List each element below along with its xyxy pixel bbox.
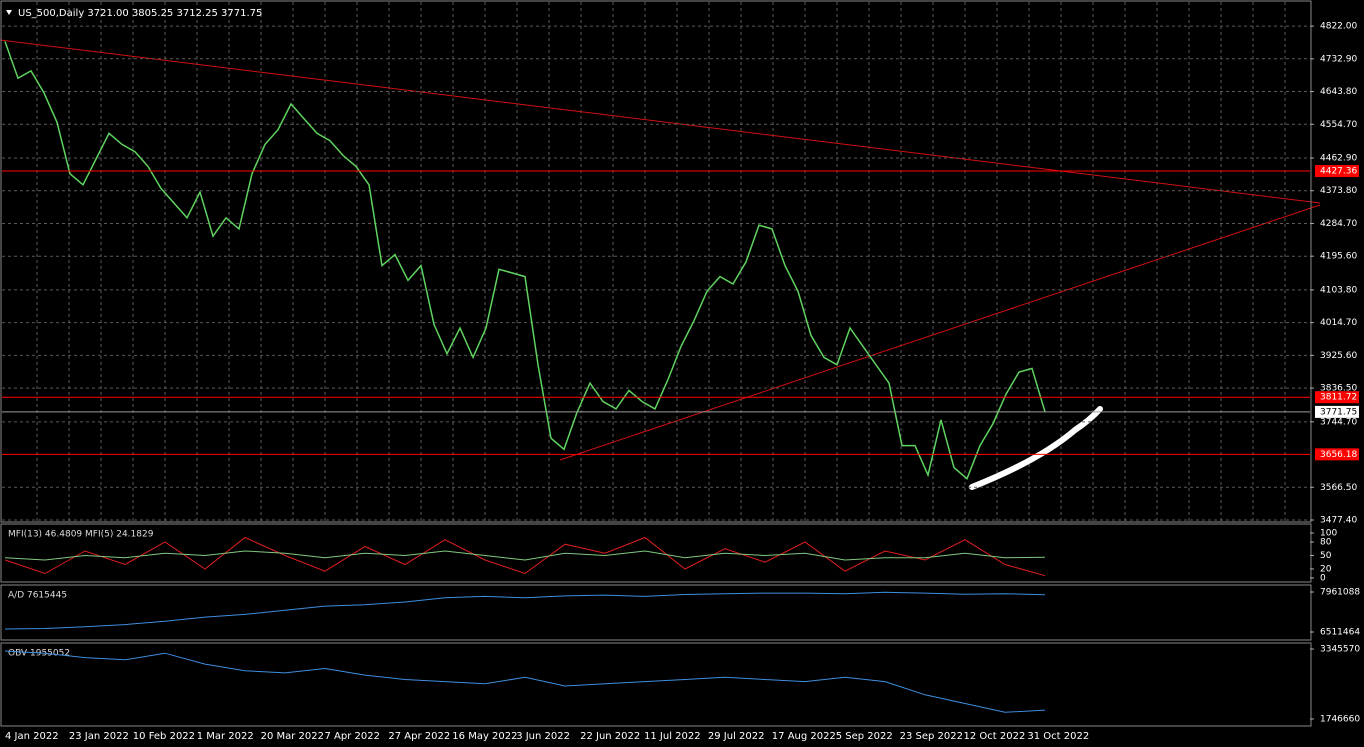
date-label: 22 Jun 2022	[580, 731, 640, 742]
date-label: 20 Mar 2022	[261, 731, 324, 742]
date-label: 29 Jul 2022	[708, 731, 765, 742]
indicator-label: OBV 1955052	[8, 649, 70, 659]
date-label: 1 Mar 2022	[197, 731, 254, 742]
price-tick-label: 50	[1320, 551, 1332, 561]
level-tag	[1315, 448, 1359, 461]
price-tick-label: 80	[1320, 537, 1332, 547]
trend-line	[559, 204, 1321, 461]
price-tick-label: 4014.70	[1320, 318, 1357, 328]
header-arrow	[6, 10, 12, 15]
level-label: 4427.36	[1320, 167, 1357, 177]
price-tick-label: 100	[1320, 528, 1337, 538]
level-label: 3656.18	[1320, 450, 1357, 460]
price-tick-label: 4554.70	[1320, 120, 1357, 130]
date-label: 11 Jul 2022	[644, 731, 701, 742]
price-tick-label: 3477.40	[1320, 516, 1357, 526]
price-tick-label: 4822.00	[1320, 22, 1357, 32]
date-label: 3 Jun 2022	[516, 731, 570, 742]
trend-line	[0, 39, 1321, 204]
level-tag	[1315, 391, 1359, 404]
price-tick-label: 0	[1320, 573, 1326, 583]
level-tag	[1315, 165, 1359, 178]
price-line	[4, 536, 1046, 577]
panel-frame	[0, 0, 1312, 523]
panel-frame	[0, 642, 1312, 727]
panel-frame	[0, 523, 1312, 583]
price-line	[4, 591, 1046, 630]
last-price-label: 3771.75	[1320, 407, 1357, 417]
indicator-label: MFI(13) 46.4809 MFI(5) 24.1829	[8, 530, 154, 540]
price-line	[4, 41, 1046, 480]
price-tick-label: 4732.90	[1320, 54, 1357, 64]
date-label: 23 Jan 2022	[69, 731, 129, 742]
price-line	[4, 550, 1046, 561]
price-tick-label: 20	[1320, 564, 1332, 574]
price-tick-label: 4373.80	[1320, 186, 1357, 196]
level-label: 3811.72	[1320, 393, 1357, 403]
price-tick-label: 3566.50	[1320, 483, 1357, 493]
date-label: 7 Apr 2022	[325, 731, 380, 742]
date-label: 31 Oct 2022	[1027, 731, 1089, 742]
price-tick-label: 4103.80	[1320, 285, 1357, 295]
panel-frame	[0, 584, 1312, 641]
price-tick-label: 4284.70	[1320, 219, 1357, 229]
vertical-grid	[36, 2, 1286, 522]
price-tick-label: 3744.70	[1320, 417, 1357, 427]
price-tick-label: 4462.90	[1320, 153, 1357, 163]
price-line	[4, 650, 1046, 713]
date-label: 16 May 2022	[452, 731, 517, 742]
date-label: 17 Aug 2022	[772, 731, 836, 742]
date-label: 10 Feb 2022	[133, 731, 195, 742]
price-tick-label: 3345570	[1320, 645, 1360, 655]
price-tick-label: 3925.60	[1320, 351, 1357, 361]
price-tick-label: 1746660	[1320, 715, 1360, 725]
price-tick-label: 3836.50	[1320, 384, 1357, 394]
indicator-label: A/D 7615445	[8, 591, 67, 601]
symbol-header: US_500,Daily 3721.00 3805.25 3712.25 377…	[18, 8, 262, 19]
price-tick-label: 7961088	[1320, 588, 1360, 598]
last-price-tag	[1315, 405, 1359, 418]
date-label: 27 Apr 2022	[388, 731, 450, 742]
price-tick-label: 4643.80	[1320, 87, 1357, 97]
date-label: 23 Sep 2022	[900, 731, 963, 742]
date-label: 5 Sep 2022	[836, 731, 893, 742]
date-label: 12 Oct 2022	[964, 731, 1026, 742]
price-tick-label: 6511464	[1320, 628, 1360, 638]
drawn-curve	[969, 406, 1103, 490]
price-tick-label: 4195.60	[1320, 252, 1357, 262]
date-label: 4 Jan 2022	[5, 731, 59, 742]
